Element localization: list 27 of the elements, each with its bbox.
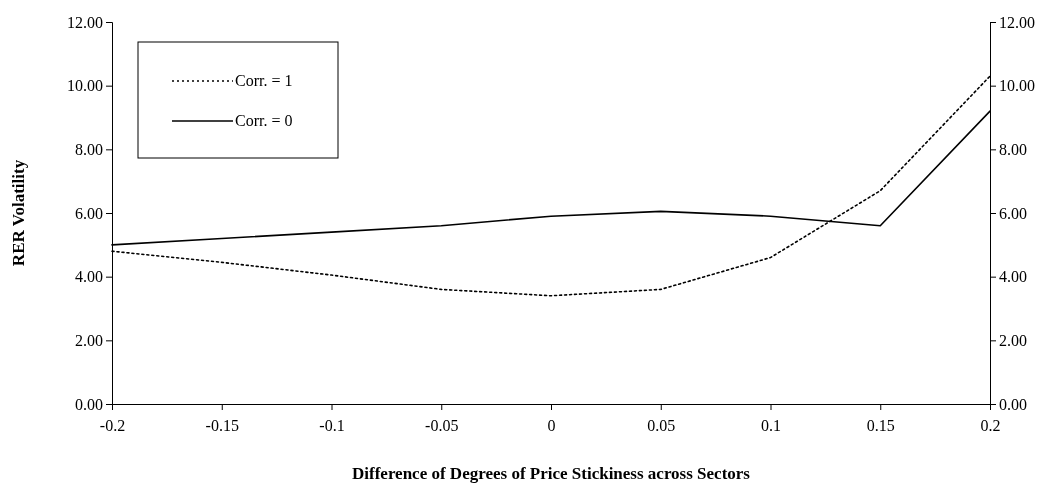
y2-tick-label: 10.00 [999, 77, 1035, 95]
legend-label: Corr. = 0 [235, 112, 293, 129]
y2-tick-label: 4.00 [999, 268, 1027, 286]
y2-tick-label: 8.00 [999, 140, 1027, 158]
y-tick-label: 6.00 [75, 204, 103, 222]
y-tick-label: 10.00 [67, 77, 103, 95]
y-tick-label: 12.00 [67, 13, 103, 31]
x-axis-title: Difference of Degrees of Price Stickiness across Sectors [352, 464, 751, 483]
legend-label: Corr. = 1 [235, 72, 293, 89]
y2-tick-label: 0.00 [999, 395, 1027, 413]
x-tick-label: 0.1 [761, 416, 781, 434]
x-tick-label: -0.2 [99, 416, 126, 434]
y2-tick-label: 6.00 [999, 204, 1027, 222]
y-tick-label: 0.00 [75, 395, 103, 413]
y-tick-label: 8.00 [75, 140, 103, 158]
x-tick-label: 0.05 [647, 416, 676, 434]
y2-tick-label: 12.00 [999, 13, 1035, 31]
x-tick-label: -0.15 [205, 416, 239, 434]
x-tick-label: -0.1 [319, 416, 345, 434]
x-tick-label: 0 [547, 416, 556, 434]
y2-tick-label: 2.00 [999, 331, 1027, 349]
y-axis-title: RER Volatility [9, 159, 28, 267]
y-tick-label: 4.00 [75, 268, 103, 286]
x-tick-label: 0.2 [980, 416, 1001, 434]
x-tick-label: 0.15 [866, 416, 895, 434]
y-tick-label: 2.00 [75, 331, 103, 349]
x-tick-label: -0.05 [425, 416, 459, 434]
